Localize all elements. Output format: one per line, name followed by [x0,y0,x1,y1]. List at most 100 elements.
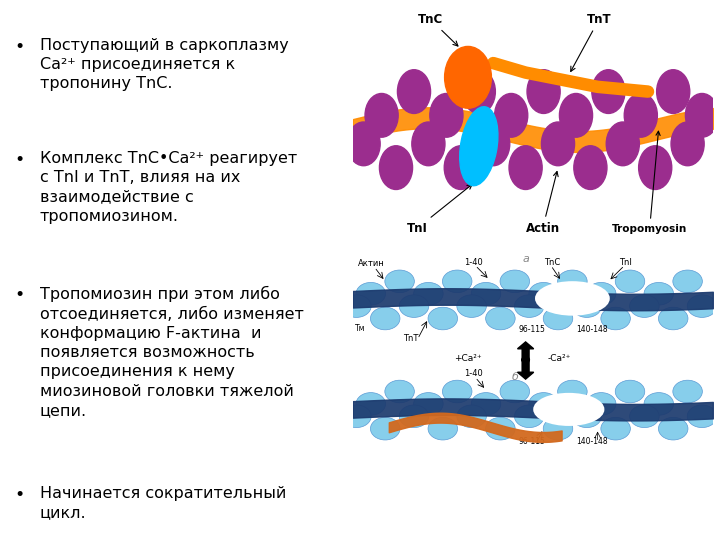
Text: а: а [522,254,529,264]
Text: TnC: TnC [544,258,560,267]
Circle shape [462,70,495,113]
Circle shape [413,282,443,305]
Circle shape [500,270,529,293]
Text: C: C [554,404,562,413]
Circle shape [485,307,516,330]
Circle shape [495,93,528,137]
Text: Комплекс TnC•Ca²⁺ реагирует
с TnI и TnT, влияя на их
взаимодействие с
тропомиози: Комплекс TnC•Ca²⁺ реагирует с TnI и TnT,… [40,151,297,224]
Circle shape [629,405,659,428]
Circle shape [587,393,616,415]
Circle shape [456,405,487,428]
Circle shape [657,70,690,113]
Text: 1-40: 1-40 [464,258,483,267]
Circle shape [624,93,657,137]
Circle shape [592,70,625,113]
Circle shape [615,270,645,293]
Circle shape [485,417,516,440]
Circle shape [399,295,429,318]
Circle shape [527,70,560,113]
Circle shape [600,417,631,440]
Circle shape [430,93,463,137]
Circle shape [365,93,398,137]
Circle shape [413,393,443,415]
Text: 96-115: 96-115 [518,325,545,334]
Text: Тропомиозин при этом либо
отсоединяется, либо изменяет
конформацию F-актина  и
п: Тропомиозин при этом либо отсоединяется,… [40,286,303,418]
Circle shape [685,93,719,137]
Circle shape [472,282,501,305]
Circle shape [385,380,415,403]
Circle shape [399,405,429,428]
Circle shape [672,380,702,403]
Text: Actin: Actin [526,172,559,235]
Ellipse shape [459,107,498,186]
Circle shape [559,93,593,137]
Circle shape [509,146,542,190]
Circle shape [347,122,380,166]
Text: TnT: TnT [571,12,611,71]
Text: 1-40: 1-40 [464,369,483,379]
Circle shape [687,295,717,318]
Circle shape [385,270,415,293]
Circle shape [356,282,386,305]
Circle shape [515,405,544,428]
Ellipse shape [536,282,608,314]
Circle shape [428,417,458,440]
Circle shape [671,122,704,166]
Circle shape [544,307,573,330]
Text: 140-148: 140-148 [576,437,608,446]
Circle shape [445,46,491,108]
Text: 140-148: 140-148 [576,325,608,334]
Text: •: • [14,286,24,304]
Circle shape [342,405,372,428]
Text: Тм: Тм [355,324,365,333]
Circle shape [644,393,674,415]
Circle shape [572,405,601,428]
Circle shape [606,122,639,166]
Text: TnT: TnT [403,334,418,342]
Circle shape [477,122,510,166]
Text: TnC: TnC [418,12,458,46]
FancyArrow shape [518,342,534,372]
Circle shape [371,417,400,440]
Ellipse shape [534,394,603,424]
Circle shape [574,146,607,190]
Text: •: • [14,151,24,169]
Circle shape [528,282,558,305]
Circle shape [557,380,588,403]
Circle shape [659,307,688,330]
Circle shape [687,405,717,428]
Circle shape [615,380,645,403]
Text: •: • [14,486,24,504]
Circle shape [356,393,386,415]
Circle shape [456,295,487,318]
Text: Поступающий в саркоплазму
Ca²⁺ присоединяется к
тропонину TnC.: Поступающий в саркоплазму Ca²⁺ присоедин… [40,38,288,91]
Circle shape [472,393,501,415]
Circle shape [528,393,558,415]
Circle shape [544,417,573,440]
Circle shape [342,295,372,318]
Text: Начинается сократительный
цикл.: Начинается сократительный цикл. [40,486,286,520]
Circle shape [587,282,616,305]
Text: б: б [511,373,518,382]
Circle shape [515,295,544,318]
Text: +Ca²⁺: +Ca²⁺ [454,354,481,363]
Circle shape [572,295,601,318]
Circle shape [412,122,445,166]
Text: Актин: Актин [359,259,385,268]
Circle shape [644,282,674,305]
Circle shape [629,295,659,318]
Text: 96-115: 96-115 [518,437,545,446]
Text: C: C [557,293,563,302]
Circle shape [500,380,529,403]
Circle shape [442,270,472,293]
Circle shape [444,146,477,190]
Text: TnI: TnI [619,258,632,267]
Circle shape [379,146,413,190]
Circle shape [600,307,631,330]
Text: N: N [581,293,589,302]
Text: -Ca²⁺: -Ca²⁺ [547,354,570,363]
Circle shape [371,307,400,330]
Circle shape [397,70,431,113]
Circle shape [659,417,688,440]
Circle shape [428,307,458,330]
